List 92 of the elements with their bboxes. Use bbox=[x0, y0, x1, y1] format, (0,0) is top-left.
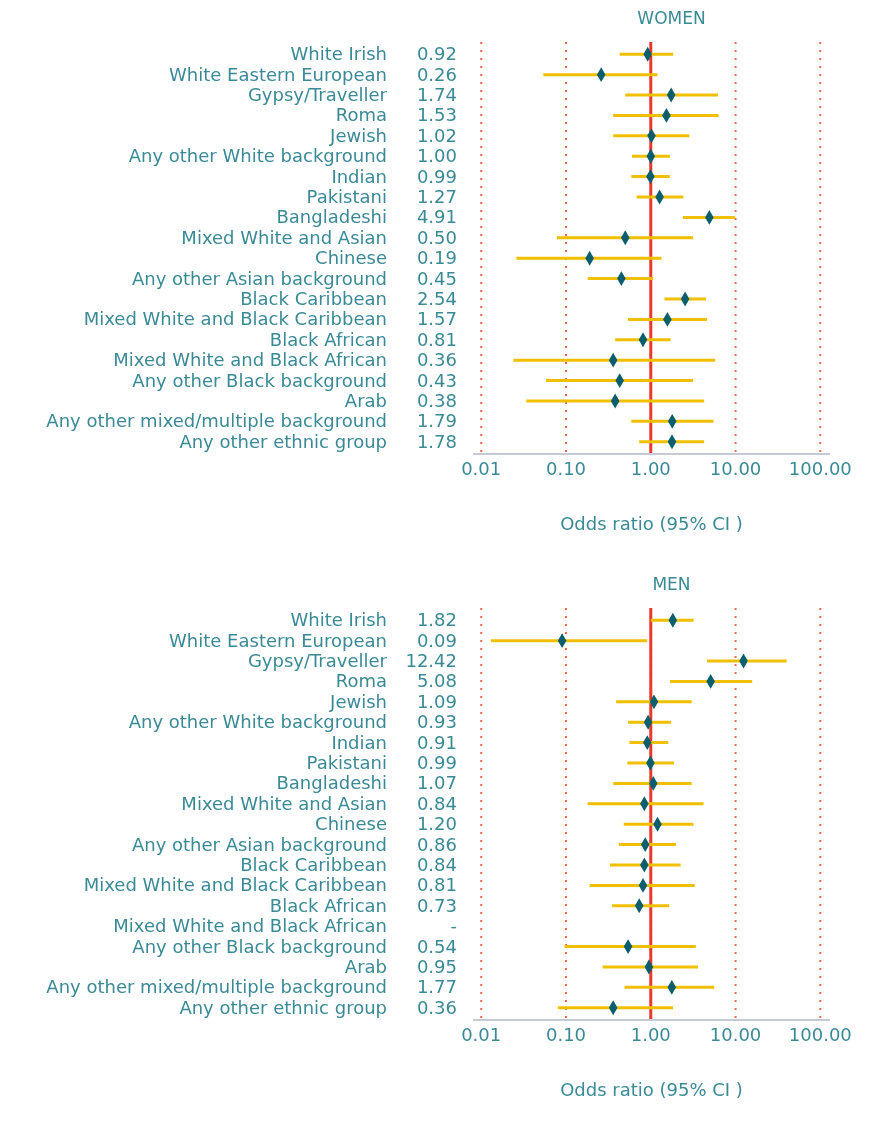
data-label: 0.91 bbox=[416, 731, 457, 753]
y-tick-label: Gypsy/Traveller bbox=[247, 84, 388, 106]
y-tick-label: Bangladeshi bbox=[276, 772, 387, 794]
data-label: 0.86 bbox=[416, 833, 457, 855]
data-label: 0.38 bbox=[416, 389, 457, 411]
data-label: 1.27 bbox=[416, 186, 457, 208]
y-tick-label: Black African bbox=[269, 328, 387, 350]
data-label: 0.26 bbox=[416, 63, 457, 85]
y-tick-label: Mixed White and Black Caribbean bbox=[83, 308, 387, 330]
data-label: 12.42 bbox=[405, 650, 457, 672]
y-tick-label: Chinese bbox=[315, 247, 387, 269]
y-tick-label: Any other Black background bbox=[132, 369, 387, 391]
y-tick-label: Mixed White and Black African bbox=[113, 349, 387, 371]
data-label: 0.36 bbox=[416, 349, 457, 371]
y-tick-label: Mixed White and Asian bbox=[181, 792, 387, 814]
data-label: 0.45 bbox=[416, 267, 457, 289]
y-tick-label: Roma bbox=[335, 104, 387, 126]
y-tick-label: Mixed White and Black African bbox=[113, 915, 387, 937]
data-label: 1.74 bbox=[416, 84, 457, 106]
y-tick-label: Jewish bbox=[329, 124, 387, 146]
y-tick-label: White Eastern European bbox=[169, 629, 387, 651]
y-tick-label: White Irish bbox=[290, 609, 387, 631]
data-label: 0.81 bbox=[416, 874, 457, 896]
y-tick-label: Any other White background bbox=[128, 145, 387, 167]
data-label: 0.73 bbox=[416, 894, 457, 916]
data-label: 0.84 bbox=[416, 792, 457, 814]
data-label: 1.77 bbox=[416, 976, 457, 998]
y-tick-label: Any other ethnic group bbox=[179, 430, 387, 452]
data-label: 0.84 bbox=[416, 853, 457, 875]
y-tick-label: Black African bbox=[269, 894, 387, 916]
y-tick-label: White Irish bbox=[290, 43, 387, 65]
data-label: 0.81 bbox=[416, 328, 457, 350]
y-tick-label: Indian bbox=[331, 165, 387, 187]
x-tick-label: 10.00 bbox=[709, 1023, 762, 1045]
y-tick-label: Chinese bbox=[315, 813, 387, 835]
data-label: 1.78 bbox=[416, 430, 457, 452]
data-label: 1.02 bbox=[416, 124, 457, 146]
y-tick-label: Any other mixed/multiple background bbox=[46, 976, 387, 998]
x-tick-label: 0.01 bbox=[461, 1023, 502, 1045]
data-label: 0.36 bbox=[416, 996, 457, 1018]
data-label: 1.53 bbox=[416, 104, 457, 126]
x-tick-label: 1.00 bbox=[630, 457, 671, 479]
y-tick-label: Any other White background bbox=[128, 711, 387, 733]
x-tick-label: 100.00 bbox=[788, 1023, 852, 1045]
y-tick-label: Any other Black background bbox=[132, 935, 387, 957]
y-tick-label: White Eastern European bbox=[169, 63, 387, 85]
data-label: 1.20 bbox=[416, 813, 457, 835]
y-tick-label: Bangladeshi bbox=[276, 206, 387, 228]
y-tick-label: Gypsy/Traveller bbox=[247, 650, 388, 672]
x-tick-label: 10.00 bbox=[709, 457, 762, 479]
chart-title: WOMEN bbox=[636, 8, 707, 30]
data-label: 0.19 bbox=[416, 247, 457, 269]
y-tick-label: Any other Asian background bbox=[131, 267, 387, 289]
data-label: 1.00 bbox=[416, 145, 457, 167]
y-tick-label: Roma bbox=[335, 670, 387, 692]
y-tick-label: Any other ethnic group bbox=[179, 996, 387, 1018]
y-tick-label: Pakistani bbox=[306, 186, 387, 208]
data-label: 1.57 bbox=[416, 308, 457, 330]
y-tick-label: Arab bbox=[344, 389, 387, 411]
x-axis-title: Odds ratio (95% CI ) bbox=[560, 1079, 743, 1100]
data-label: 0.54 bbox=[416, 935, 457, 957]
data-label: 0.09 bbox=[416, 629, 457, 651]
y-tick-label: Any other Asian background bbox=[131, 833, 387, 855]
data-label: 4.91 bbox=[416, 206, 457, 228]
data-label: 0.99 bbox=[416, 165, 457, 187]
x-tick-label: 0.01 bbox=[461, 457, 502, 479]
data-label: 0.43 bbox=[416, 369, 457, 391]
data-label: 0.50 bbox=[416, 226, 457, 248]
x-tick-label: 100.00 bbox=[788, 457, 852, 479]
data-label: 1.07 bbox=[416, 772, 457, 794]
data-label: 0.95 bbox=[416, 955, 457, 977]
data-label: 2.54 bbox=[416, 287, 457, 309]
y-tick-label: Indian bbox=[331, 731, 387, 753]
data-label: 1.82 bbox=[416, 609, 457, 631]
data-label: 0.99 bbox=[416, 752, 457, 774]
text: - bbox=[450, 915, 457, 937]
data-label: 5.08 bbox=[416, 670, 457, 692]
chart-title: MEN bbox=[651, 574, 692, 596]
x-tick-label: 0.10 bbox=[545, 1023, 587, 1045]
y-tick-label: Pakistani bbox=[306, 752, 387, 774]
y-tick-label: Arab bbox=[344, 955, 387, 977]
y-tick-label: Mixed White and Black Caribbean bbox=[83, 874, 387, 896]
x-tick-label: 0.10 bbox=[545, 457, 587, 479]
data-label: 0.92 bbox=[416, 43, 457, 65]
x-tick-label: 1.00 bbox=[630, 1023, 671, 1045]
data-label: 1.09 bbox=[416, 690, 457, 712]
y-tick-label: Mixed White and Asian bbox=[181, 226, 387, 248]
data-label: 1.79 bbox=[416, 410, 457, 432]
x-axis-title: Odds ratio (95% CI ) bbox=[560, 513, 743, 534]
data-label: 0.93 bbox=[416, 711, 457, 733]
y-tick-label: Any other mixed/multiple background bbox=[46, 410, 387, 432]
y-tick-label: Jewish bbox=[329, 690, 387, 712]
